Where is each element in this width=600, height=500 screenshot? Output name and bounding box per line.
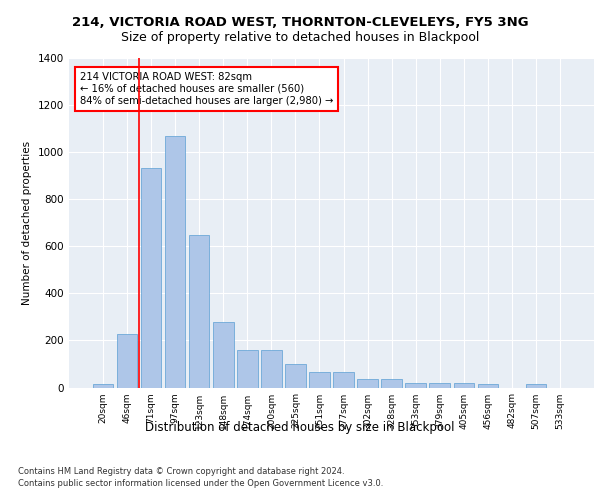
Bar xyxy=(358,379,378,388)
Y-axis label: Number of detached properties: Number of detached properties xyxy=(22,140,32,304)
Text: Distribution of detached houses by size in Blackpool: Distribution of detached houses by size … xyxy=(145,421,455,434)
Bar xyxy=(382,379,402,388)
Bar xyxy=(406,383,426,388)
Text: Contains HM Land Registry data © Crown copyright and database right 2024.: Contains HM Land Registry data © Crown c… xyxy=(18,468,344,476)
Bar xyxy=(165,136,185,388)
Text: Size of property relative to detached houses in Blackpool: Size of property relative to detached ho… xyxy=(121,31,479,44)
Bar xyxy=(478,384,498,388)
Bar xyxy=(117,334,137,388)
Text: 214 VICTORIA ROAD WEST: 82sqm
← 16% of detached houses are smaller (560)
84% of : 214 VICTORIA ROAD WEST: 82sqm ← 16% of d… xyxy=(79,72,333,106)
Bar xyxy=(454,383,474,388)
Bar xyxy=(93,384,113,388)
Text: 214, VICTORIA ROAD WEST, THORNTON-CLEVELEYS, FY5 3NG: 214, VICTORIA ROAD WEST, THORNTON-CLEVEL… xyxy=(71,16,529,29)
Bar xyxy=(261,350,281,388)
Bar xyxy=(285,364,305,388)
Bar xyxy=(141,168,161,388)
Bar xyxy=(237,350,257,388)
Bar xyxy=(213,322,233,388)
Bar xyxy=(309,372,329,388)
Text: Contains public sector information licensed under the Open Government Licence v3: Contains public sector information licen… xyxy=(18,479,383,488)
Bar xyxy=(430,383,450,388)
Bar xyxy=(189,236,209,388)
Bar xyxy=(526,384,546,388)
Bar xyxy=(334,372,354,388)
